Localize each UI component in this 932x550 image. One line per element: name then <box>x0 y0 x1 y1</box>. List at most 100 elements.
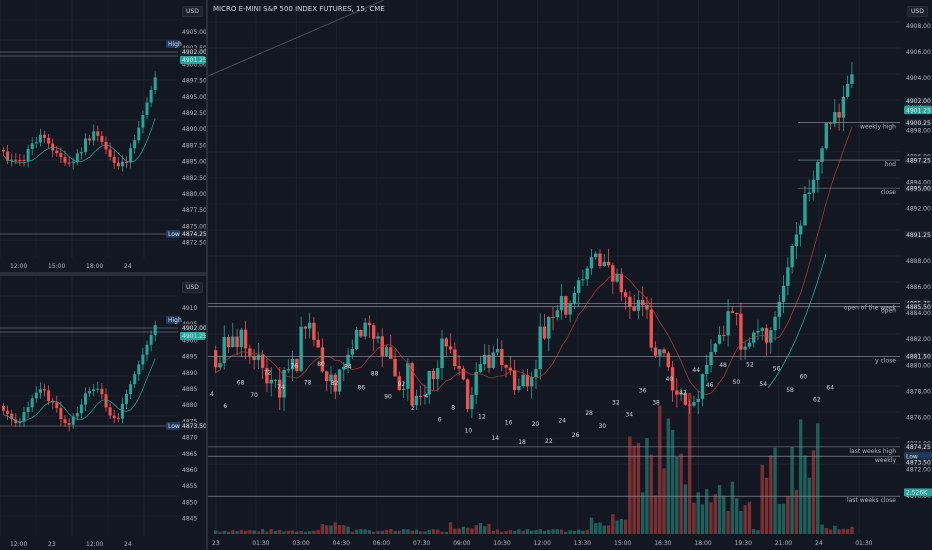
candle-body <box>713 343 717 353</box>
candle-body <box>38 134 42 143</box>
candle-body <box>2 406 5 411</box>
bar-number: 48 <box>719 362 727 369</box>
price-tag-bg <box>904 184 932 193</box>
volume-bar <box>670 429 675 534</box>
candle-body <box>96 131 100 136</box>
candle-body <box>265 367 269 384</box>
price-tag: 4895.00 <box>906 185 931 192</box>
volume-bar <box>696 492 700 534</box>
pane-divider-horizontal[interactable] <box>0 272 206 276</box>
candle-body <box>585 268 589 280</box>
candle-body <box>611 265 615 282</box>
price-axis-label: 4887.50 <box>182 142 206 149</box>
price-axis-label: 4885 <box>182 386 197 393</box>
bar-number: 82 <box>331 380 339 387</box>
volume-bar <box>636 442 641 534</box>
candle-body <box>129 384 133 394</box>
candle-body <box>555 310 559 318</box>
volume-bar <box>845 529 850 534</box>
time-axis-label: 01:30 <box>855 540 872 547</box>
price-tag-bg <box>180 332 205 340</box>
volume-bar <box>538 529 542 534</box>
price-tag: 4901.25 <box>182 333 206 340</box>
volume-bar <box>589 517 594 534</box>
volume-bar <box>427 529 431 534</box>
candle-body <box>798 225 803 235</box>
candle-body <box>431 370 436 380</box>
candle-body <box>354 330 359 350</box>
volume-bar <box>773 447 777 534</box>
price-tag: 4881.50 <box>906 354 931 361</box>
left-bottom-chart-pane[interactable]: 4910490549004895489048854880487548704865… <box>0 276 206 550</box>
volume-bar <box>508 530 513 534</box>
candle-body <box>231 336 235 348</box>
volume-bar <box>440 531 444 534</box>
candle-body <box>316 339 320 348</box>
volume-bar <box>483 526 487 534</box>
volume-bar <box>410 530 414 534</box>
candle-body <box>606 261 611 266</box>
volume-bar <box>239 530 244 534</box>
candle-body <box>734 313 739 315</box>
candle-body <box>440 338 444 369</box>
volume-bar <box>837 529 841 534</box>
volume-bar <box>781 503 786 534</box>
price-axis-label: 4890.00 <box>182 126 206 133</box>
price-axis-bg <box>178 276 206 536</box>
left-top-chart-canvas[interactable]: 4905.004902.504900.004897.504895.004892.… <box>0 0 206 272</box>
price-tag: Low <box>906 453 918 460</box>
volume-bar <box>547 529 551 534</box>
volume-bar <box>359 529 363 534</box>
candle-body <box>619 273 624 293</box>
candle-body <box>120 403 124 419</box>
level-label: open of the week <box>844 304 897 311</box>
candle-body <box>790 245 794 268</box>
candle-body <box>104 394 108 408</box>
main-currency-badge[interactable]: USD <box>907 6 928 17</box>
left-bottom-currency-badge[interactable]: USD <box>182 282 203 293</box>
bar-number: 10 <box>465 427 473 434</box>
price-tag-bg <box>904 458 932 467</box>
volume-bar <box>551 529 555 534</box>
moving-average-line <box>3 358 156 423</box>
left-top-currency-badge[interactable]: USD <box>182 6 203 17</box>
time-axis-label: 09:00 <box>453 540 470 547</box>
pane-divider-vertical[interactable] <box>206 0 208 550</box>
bar-number: 88 <box>371 371 379 378</box>
candle-body <box>841 96 846 118</box>
left-bottom-chart-canvas[interactable]: 4910490549004895489048854880487548704865… <box>0 276 206 550</box>
candle-body <box>84 393 87 405</box>
candle-body <box>367 322 372 326</box>
candle-body <box>773 316 777 331</box>
bar-number: 70 <box>250 392 258 399</box>
candle-body <box>14 419 18 424</box>
price-axis-label: 4850 <box>182 499 197 506</box>
volume-bar <box>342 525 346 534</box>
volume-bar <box>265 531 269 534</box>
price-tag: 4901.25 <box>906 107 931 114</box>
candle-body <box>125 394 128 404</box>
candle-body <box>38 389 42 393</box>
left-top-chart-pane[interactable]: 4905.004902.504900.004897.504895.004892.… <box>0 0 206 272</box>
candle-body <box>653 347 658 356</box>
candle-body <box>803 194 807 226</box>
candle-body <box>623 292 628 297</box>
price-axis-label: 4855 <box>182 483 197 490</box>
level-label: y close <box>875 357 896 364</box>
candle-body <box>363 322 367 337</box>
volume-bar <box>226 531 231 534</box>
volume-bar <box>555 529 559 534</box>
volume-bar <box>687 392 692 534</box>
bar-number: 52 <box>746 361 754 368</box>
price-tag-bg <box>904 156 932 165</box>
candle-body <box>75 413 79 417</box>
main-chart-pane[interactable]: weekly high hod close open of the week open y… <box>208 0 932 550</box>
price-axis-label: 4865 <box>182 451 197 458</box>
candle-body <box>483 354 487 365</box>
volume-bar <box>581 530 585 534</box>
candle-body <box>2 150 5 152</box>
volume-bar <box>752 529 756 534</box>
price-axis-label: 4895 <box>182 354 197 361</box>
volume-bar <box>504 531 508 534</box>
